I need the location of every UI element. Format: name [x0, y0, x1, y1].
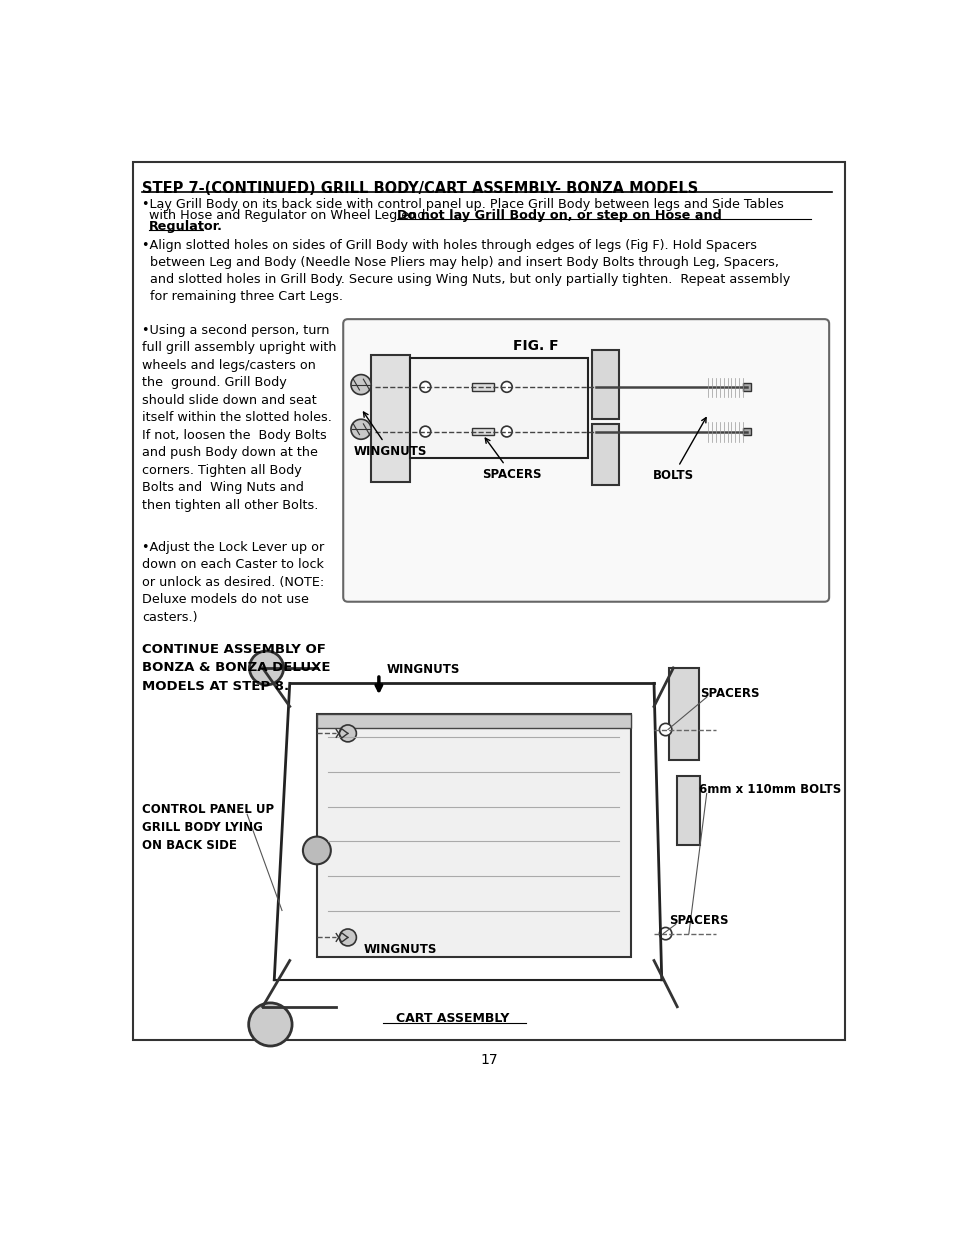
Circle shape — [339, 725, 356, 742]
Circle shape — [249, 1003, 292, 1046]
Text: BOLTS: BOLTS — [652, 417, 705, 483]
Text: CONTROL PANEL UP
GRILL BODY LYING
ON BACK SIDE: CONTROL PANEL UP GRILL BODY LYING ON BAC… — [142, 803, 274, 852]
Text: CART ASSEMBLY: CART ASSEMBLY — [395, 1013, 509, 1025]
Circle shape — [659, 724, 671, 736]
Bar — [371, 354, 410, 482]
Text: WINGNUTS: WINGNUTS — [386, 663, 459, 676]
Circle shape — [351, 374, 371, 395]
Circle shape — [500, 382, 512, 393]
Circle shape — [659, 927, 671, 940]
Text: •Align slotted holes on sides of Grill Body with holes through edges of legs (Fi: •Align slotted holes on sides of Grill B… — [142, 240, 790, 303]
Text: STEP 7-(CONTINUED) GRILL BODY/CART ASSEMBLY- BONZA MODELS: STEP 7-(CONTINUED) GRILL BODY/CART ASSEM… — [142, 180, 698, 195]
Bar — [472, 427, 493, 436]
FancyBboxPatch shape — [133, 162, 843, 1040]
Bar — [316, 714, 630, 727]
Text: CONTINUE ASSEMBLY OF
BONZA & BONZA DELUXE
MODELS AT STEP 8.: CONTINUE ASSEMBLY OF BONZA & BONZA DELUX… — [142, 642, 331, 693]
Bar — [742, 427, 750, 436]
Bar — [592, 424, 618, 485]
Text: FIG. F: FIG. F — [513, 340, 558, 353]
Text: WINGNUTS: WINGNUTS — [353, 412, 426, 458]
Text: Do not lay Grill Body on, or step on Hose and: Do not lay Grill Body on, or step on Hos… — [396, 209, 720, 222]
Text: 17: 17 — [479, 1053, 497, 1067]
Text: SPACERS: SPACERS — [481, 438, 541, 480]
Bar — [592, 350, 618, 419]
Text: SPACERS: SPACERS — [700, 687, 760, 700]
Circle shape — [351, 419, 371, 440]
Bar — [677, 776, 700, 845]
Bar — [669, 668, 699, 761]
Bar — [472, 383, 493, 390]
Text: WINGNUTS: WINGNUTS — [363, 942, 436, 956]
Text: •Lay Grill Body on its back side with control panel up. Place Grill Body between: •Lay Grill Body on its back side with co… — [142, 199, 783, 211]
Circle shape — [249, 651, 283, 685]
Text: Regulator.: Regulator. — [149, 220, 222, 233]
Bar — [316, 714, 630, 957]
Text: •Adjust the Lock Lever up or
down on each Caster to lock
or unlock as desired. (: •Adjust the Lock Lever up or down on eac… — [142, 541, 324, 624]
Text: 6mm x 110mm BOLTS: 6mm x 110mm BOLTS — [699, 783, 841, 797]
Circle shape — [419, 426, 431, 437]
Circle shape — [500, 426, 512, 437]
FancyBboxPatch shape — [343, 319, 828, 601]
Circle shape — [303, 836, 331, 864]
Bar — [742, 383, 750, 390]
Text: SPACERS: SPACERS — [669, 914, 728, 927]
Circle shape — [419, 382, 431, 393]
Text: •Using a second person, turn
full grill assembly upright with
wheels and legs/ca: •Using a second person, turn full grill … — [142, 324, 336, 511]
Bar — [410, 358, 587, 458]
Text: with Hose and Regulator on Wheel Leg end.: with Hose and Regulator on Wheel Leg end… — [149, 209, 436, 222]
Circle shape — [339, 929, 356, 946]
